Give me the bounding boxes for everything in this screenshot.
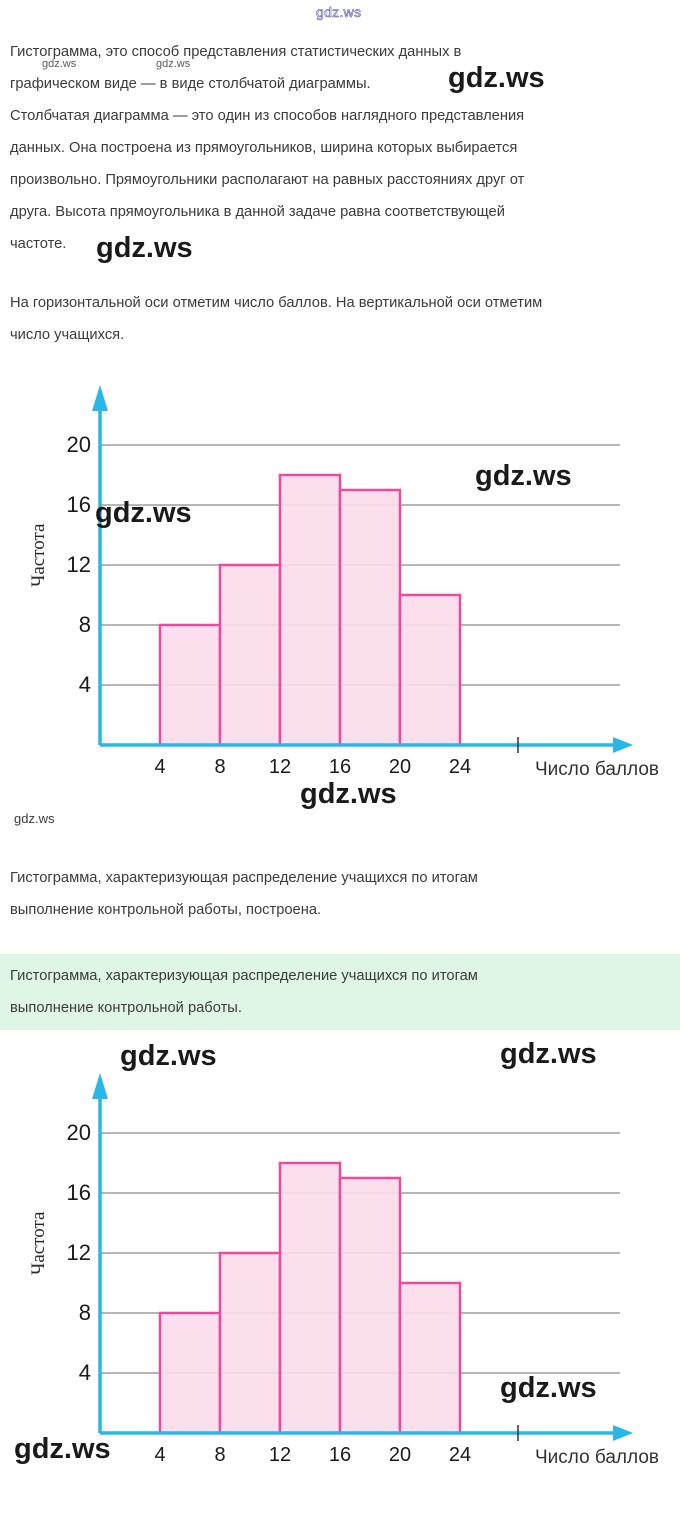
svg-text:4: 4 [79,1360,91,1385]
svg-text:4: 4 [154,756,165,778]
svg-text:20: 20 [67,432,91,457]
svg-text:8: 8 [79,1300,91,1325]
svg-text:16: 16 [67,492,91,517]
svg-text:4: 4 [154,1444,165,1466]
svg-text:16: 16 [67,1180,91,1205]
svg-text:16: 16 [329,756,351,778]
svg-text:12: 12 [269,756,291,778]
svg-text:Частота: Частота [28,1211,49,1275]
svg-text:24: 24 [449,756,471,778]
svg-text:8: 8 [79,612,91,637]
svg-text:12: 12 [67,552,91,577]
svg-text:16: 16 [329,1444,351,1466]
svg-text:12: 12 [269,1444,291,1466]
svg-text:20: 20 [389,1444,411,1466]
svg-text:8: 8 [214,756,225,778]
svg-text:Число баллов: Число баллов [535,1447,659,1468]
svg-text:20: 20 [389,756,411,778]
svg-text:Частота: Частота [28,523,49,587]
svg-text:12: 12 [67,1240,91,1265]
svg-text:8: 8 [214,1444,225,1466]
svg-text:20: 20 [67,1120,91,1145]
svg-text:Число баллов: Число баллов [535,759,659,780]
svg-text:4: 4 [79,672,91,697]
svg-text:24: 24 [449,1444,471,1466]
